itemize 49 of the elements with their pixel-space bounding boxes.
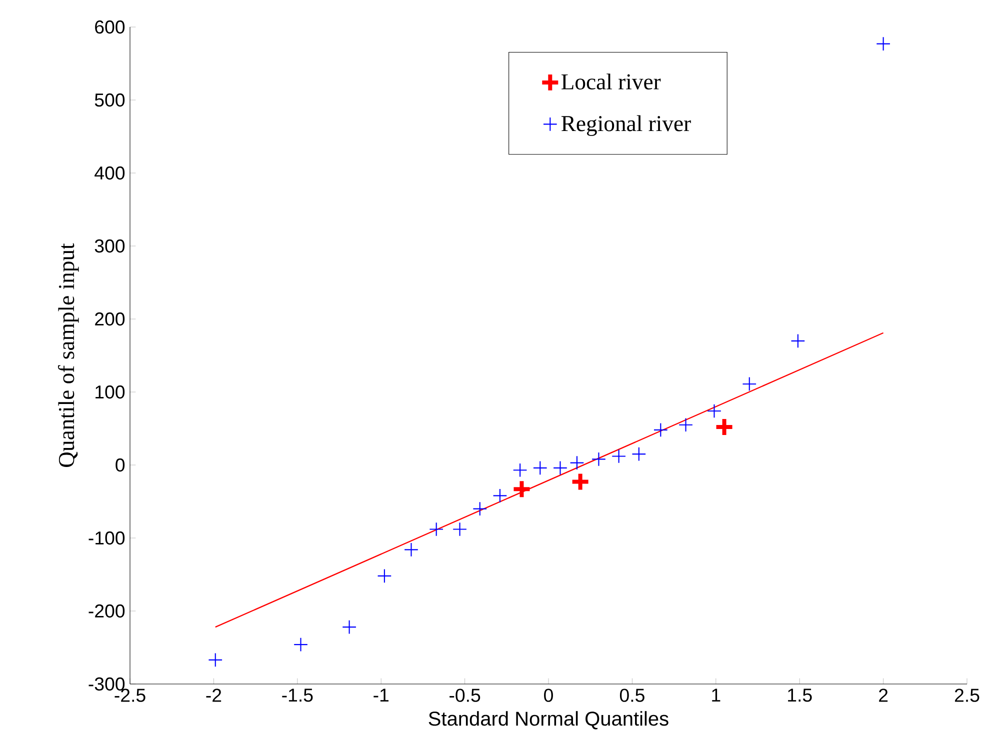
y-tick-label: 500	[94, 93, 125, 107]
y-tick-label: 200	[95, 312, 125, 326]
point	[532, 460, 548, 476]
point	[452, 522, 467, 536]
point	[342, 620, 356, 634]
point	[707, 404, 722, 418]
point	[592, 452, 606, 466]
x-tick-label: -0.5	[450, 688, 480, 702]
legend-label: Local river	[561, 74, 661, 90]
y-tick-label: -200	[88, 604, 125, 618]
point	[429, 522, 444, 536]
point	[512, 462, 528, 478]
x-tick-label: 1	[712, 688, 720, 702]
point	[472, 502, 488, 516]
point	[876, 36, 890, 52]
point	[553, 460, 568, 476]
point	[294, 637, 308, 652]
point	[377, 568, 392, 584]
y-tick-label: 400	[94, 166, 125, 180]
x-tick-label: 2	[879, 688, 888, 702]
point	[404, 542, 418, 557]
point	[678, 418, 693, 432]
point	[208, 652, 223, 668]
x-tick-label: 2.5	[954, 688, 980, 702]
point	[570, 456, 584, 470]
point	[632, 446, 646, 462]
legend-label: Regional river	[561, 115, 691, 136]
point	[653, 422, 668, 438]
x-tick-label: 0	[544, 688, 553, 702]
y-tick-label: 0	[116, 458, 125, 472]
y-tick-label: 600	[95, 20, 125, 34]
y-tick-label: 300	[94, 239, 125, 253]
x-tick-label: 0.5	[620, 688, 644, 702]
point	[612, 449, 626, 464]
point	[570, 472, 590, 492]
point	[492, 488, 508, 503]
x-tick-label: -1.5	[282, 688, 313, 702]
y-tick-label: 100	[96, 385, 125, 399]
y-axis-title: Quantile of sample input	[58, 243, 79, 467]
x-tick-label: 1.5	[788, 688, 812, 702]
x-tick-label: -2.5	[114, 688, 146, 702]
x-axis-title: Standard Normal Quantiles	[428, 711, 668, 730]
point	[512, 479, 532, 500]
point	[790, 334, 806, 348]
y-tick-label: -300	[88, 677, 125, 691]
x-tick-label: -2	[206, 688, 222, 702]
y-tick-label: -100	[88, 531, 125, 545]
x-tick-label: -1	[374, 688, 388, 702]
point	[742, 376, 757, 392]
